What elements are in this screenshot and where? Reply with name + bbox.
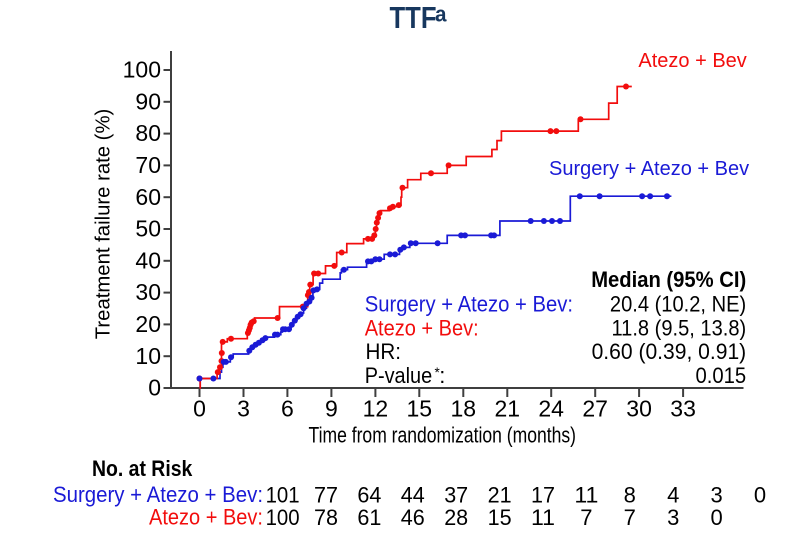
svg-text:11: 11: [574, 482, 598, 507]
svg-text:6: 6: [281, 396, 294, 422]
svg-text:18: 18: [451, 396, 477, 422]
svg-text:21: 21: [488, 482, 512, 507]
svg-text:3: 3: [667, 505, 679, 530]
svg-text:Surgery + Atezo + Bev: Surgery + Atezo + Bev: [549, 158, 749, 180]
svg-text:7: 7: [580, 505, 592, 530]
svg-text:28: 28: [444, 505, 468, 530]
svg-text:TTF: TTF: [390, 0, 437, 35]
svg-text:15: 15: [488, 505, 512, 530]
svg-text:11: 11: [531, 505, 555, 530]
svg-text:0.60 (0.39, 0.91): 0.60 (0.39, 0.91): [592, 339, 747, 364]
svg-text:3: 3: [710, 482, 722, 507]
svg-text:90: 90: [135, 88, 161, 114]
svg-text:0.015: 0.015: [696, 363, 747, 388]
svg-text:21: 21: [495, 396, 521, 422]
svg-text:30: 30: [626, 396, 652, 422]
svg-text:33: 33: [670, 396, 696, 422]
svg-text:17: 17: [531, 482, 555, 507]
svg-text:a: a: [435, 2, 447, 27]
svg-text:30: 30: [135, 279, 161, 305]
svg-text:15: 15: [407, 396, 433, 422]
svg-text:10: 10: [135, 343, 161, 369]
svg-text:Atezo + Bev:: Atezo + Bev:: [365, 315, 479, 340]
svg-text:Surgery + Atezo + Bev:: Surgery + Atezo + Bev:: [365, 291, 573, 316]
svg-text:64: 64: [357, 482, 381, 507]
svg-text:8: 8: [624, 482, 636, 507]
svg-text:100: 100: [123, 57, 161, 83]
svg-text:27: 27: [582, 396, 608, 422]
svg-text:46: 46: [401, 505, 425, 530]
svg-text:78: 78: [314, 505, 338, 530]
svg-text:Atezo + Bev:: Atezo + Bev:: [149, 504, 263, 529]
svg-text:44: 44: [401, 482, 425, 507]
svg-text:20.4 (10.2, NE): 20.4 (10.2, NE): [610, 291, 746, 316]
svg-text:Atezo + Bev: Atezo + Bev: [638, 50, 746, 72]
svg-text:20: 20: [135, 311, 161, 337]
svg-text:40: 40: [135, 247, 161, 273]
svg-text:7: 7: [624, 505, 636, 530]
svg-text:No. at Risk: No. at Risk: [92, 456, 193, 481]
svg-text:4: 4: [667, 482, 679, 507]
svg-text:0: 0: [193, 396, 206, 422]
svg-text:12: 12: [363, 396, 389, 422]
svg-text:Surgery + Atezo + Bev:: Surgery + Atezo + Bev:: [53, 482, 263, 507]
svg-text::: :: [439, 363, 445, 388]
svg-text:Treatment failure rate (%): Treatment failure rate (%): [93, 109, 115, 340]
svg-text:3: 3: [237, 396, 250, 422]
svg-text:Time from randomization (month: Time from randomization (months): [309, 422, 577, 447]
svg-text:80: 80: [135, 120, 161, 146]
svg-text:HR:: HR:: [366, 339, 402, 364]
svg-text:Median (95% CI): Median (95% CI): [591, 267, 746, 292]
svg-text:77: 77: [314, 482, 338, 507]
svg-text:11.8 (9.5, 13.8): 11.8 (9.5, 13.8): [612, 315, 747, 340]
svg-text:0: 0: [754, 482, 766, 507]
svg-text:60: 60: [135, 184, 161, 210]
svg-text:61: 61: [357, 505, 381, 530]
svg-text:*: *: [435, 365, 441, 380]
svg-text:101: 101: [266, 482, 300, 507]
svg-text:50: 50: [135, 216, 161, 242]
svg-text:100: 100: [266, 505, 300, 530]
svg-text:9: 9: [325, 396, 338, 422]
svg-text:0: 0: [710, 505, 722, 530]
svg-text:0: 0: [148, 375, 161, 401]
svg-text:24: 24: [538, 396, 564, 422]
svg-text:70: 70: [135, 152, 161, 178]
svg-text:P-value: P-value: [365, 363, 433, 388]
svg-text:37: 37: [444, 482, 468, 507]
